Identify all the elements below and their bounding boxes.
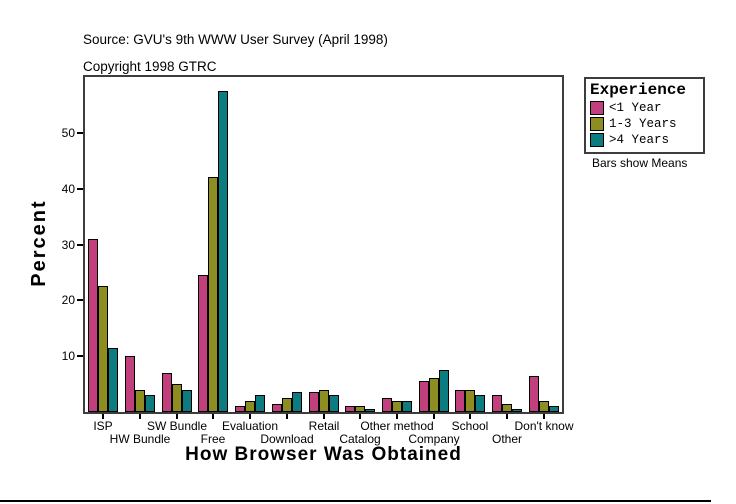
x-tick-mark <box>543 414 545 419</box>
bar-free-4-years <box>218 91 228 412</box>
x-tick-mark <box>249 414 251 419</box>
bar-isp-4-years <box>108 348 118 412</box>
x-category-label-school: School <box>451 419 489 433</box>
bar-download-4-years <box>292 392 302 412</box>
x-axis-title: How Browser Was Obtained <box>185 444 462 465</box>
bar-sw-bundle-1-3-years <box>172 384 182 412</box>
legend-swatch-4-years <box>590 133 604 147</box>
source-caption: Source: GVU's 9th WWW User Survey (April… <box>83 32 388 47</box>
x-category-label-other-method: Other method <box>360 419 434 433</box>
y-tick-mark <box>77 299 83 302</box>
bar-hw-bundle-1-year <box>125 356 135 412</box>
bar-isp-1-3-years <box>98 286 108 412</box>
y-tick-mark <box>77 131 83 134</box>
bar-evaluation-1-3-years <box>245 401 255 412</box>
bar-catalog-4-years <box>365 409 375 412</box>
bar-evaluation-4-years <box>255 395 265 412</box>
y-tick-label: 40 <box>61 181 75 196</box>
x-tick-mark <box>176 414 178 419</box>
bar-don-t-know-1-3-years <box>539 401 549 412</box>
x-category-label-retail: Retail <box>308 419 340 433</box>
bar-hw-bundle-1-3-years <box>135 390 145 412</box>
legend-item-4-years: >4 Years <box>590 133 699 147</box>
bar-free-1-3-years <box>208 177 218 412</box>
legend-swatch-1-year <box>590 101 604 115</box>
bar-don-t-know-4-years <box>549 406 559 412</box>
bar-retail-1-3-years <box>319 390 329 412</box>
bar-school-1-year <box>455 390 465 412</box>
bottom-rule <box>0 500 711 502</box>
y-tick-label: 20 <box>61 293 75 308</box>
x-tick-mark <box>396 414 398 419</box>
bar-company-1-3-years <box>429 378 439 412</box>
x-category-label-free: Free <box>200 432 226 446</box>
x-category-label-don-t-know: Don't know <box>514 419 574 433</box>
bar-download-1-year <box>272 404 282 412</box>
x-category-label-other: Other <box>491 432 523 446</box>
x-category-label-isp: ISP <box>93 419 113 433</box>
bar-download-1-3-years <box>282 398 292 412</box>
bar-other-4-years <box>512 409 522 412</box>
x-tick-mark <box>433 414 435 419</box>
bar-other-1-3-years <box>502 404 512 412</box>
bar-catalog-1-3-years <box>355 406 365 412</box>
legend-swatch-1-3-years <box>590 117 604 131</box>
y-tick-label: 10 <box>61 349 75 364</box>
bar-company-4-years <box>439 370 449 412</box>
bar-other-1-year <box>492 395 502 412</box>
x-tick-mark <box>102 414 104 419</box>
legend-item-1-year: <1 Year <box>590 101 699 115</box>
x-category-label-download: Download <box>260 432 314 446</box>
bar-school-1-3-years <box>465 390 475 412</box>
legend-note: Bars show Means <box>592 156 688 170</box>
bar-evaluation-1-year <box>235 406 245 412</box>
bar-catalog-1-year <box>345 406 355 412</box>
y-tick-label: 50 <box>61 125 75 140</box>
bar-other-method-4-years <box>402 401 412 412</box>
x-tick-mark <box>212 414 214 419</box>
x-tick-mark <box>286 414 288 419</box>
legend-items: <1 Year 1-3 Years >4 Years <box>590 101 699 147</box>
legend-item-1-3-years: 1-3 Years <box>590 117 699 131</box>
bar-hw-bundle-4-years <box>145 395 155 412</box>
x-tick-mark <box>469 414 471 419</box>
x-tick-mark <box>139 414 141 419</box>
y-tick-mark <box>77 187 83 190</box>
copyright-caption: Copyright 1998 GTRC <box>83 59 217 74</box>
bar-free-1-year <box>198 275 208 412</box>
y-tick-mark <box>77 355 83 358</box>
y-tick-label: 30 <box>61 237 75 252</box>
bar-sw-bundle-4-years <box>182 390 192 412</box>
bar-company-1-year <box>419 381 429 412</box>
y-tick-mark <box>77 243 83 246</box>
bar-other-method-1-3-years <box>392 401 402 412</box>
bar-other-method-1-year <box>382 398 392 412</box>
x-category-label-evaluation: Evaluation <box>221 419 279 433</box>
bar-retail-4-years <box>329 395 339 412</box>
legend-label-1-3-years: 1-3 Years <box>609 117 677 131</box>
x-category-label-catalog: Catalog <box>339 432 381 446</box>
legend-label-1-year: <1 Year <box>609 101 662 115</box>
x-category-label-company: Company <box>408 432 460 446</box>
plot-area <box>83 75 564 414</box>
x-tick-mark <box>359 414 361 419</box>
x-category-label-hw-bundle: HW Bundle <box>109 432 171 446</box>
x-tick-mark <box>323 414 325 419</box>
bar-retail-1-year <box>309 392 319 412</box>
legend-box: Experience <1 Year 1-3 Years >4 Years <box>584 77 705 154</box>
bar-school-4-years <box>475 395 485 412</box>
x-category-label-sw-bundle: SW Bundle <box>146 419 208 433</box>
legend-label-4-years: >4 Years <box>609 133 670 147</box>
bar-don-t-know-1-year <box>529 376 539 412</box>
legend-title: Experience <box>590 81 687 99</box>
bar-sw-bundle-1-year <box>162 373 172 412</box>
bar-isp-1-year <box>88 239 98 412</box>
x-tick-mark <box>506 414 508 419</box>
